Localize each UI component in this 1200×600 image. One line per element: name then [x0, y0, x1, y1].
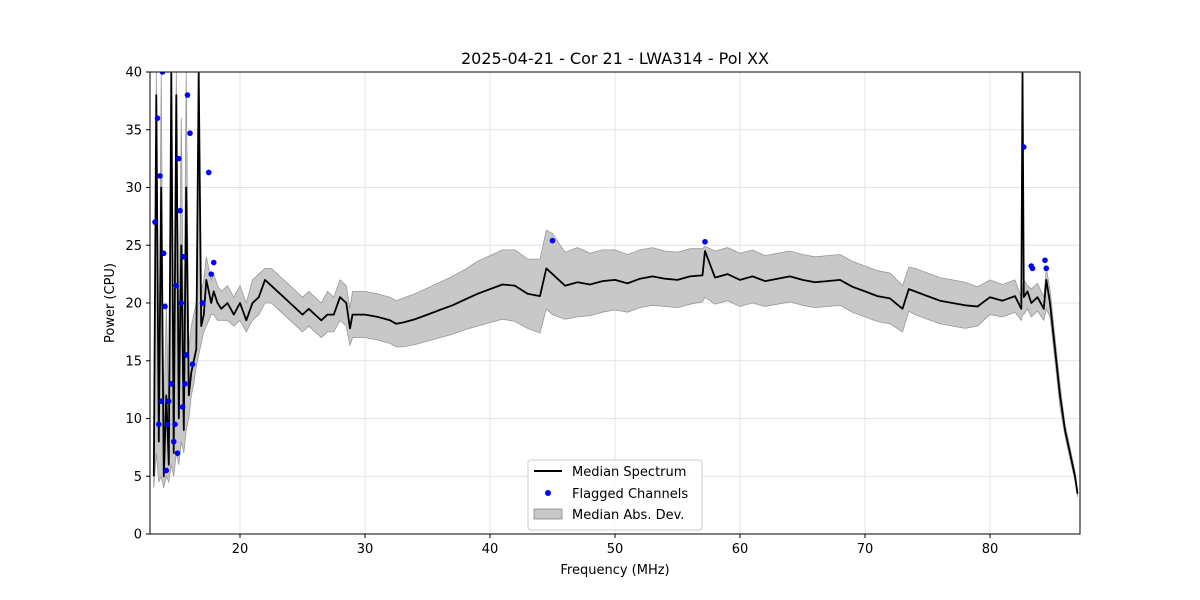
- x-tick-label: 20: [232, 542, 249, 557]
- flagged-point: [155, 421, 162, 428]
- flagged-point: [172, 421, 178, 428]
- y-tick-label: 20: [125, 297, 142, 312]
- flagged-point: [159, 72, 166, 75]
- legend-mad-swatch: [533, 508, 563, 520]
- y-tick-label: 0: [134, 528, 142, 543]
- flagged-point: [179, 404, 186, 410]
- x-tick-label: 60: [732, 542, 749, 557]
- flagged-point: [164, 421, 171, 428]
- y-tick-label: 15: [125, 354, 142, 369]
- x-tick-label: 30: [357, 542, 374, 557]
- flagged-point: [182, 381, 188, 387]
- median-abs-dev-band: [153, 72, 1078, 498]
- flagged-point: [187, 130, 193, 137]
- x-axis-ticks: 20 30 40 50 60 70 80: [232, 534, 999, 557]
- flagged-point: [174, 450, 181, 456]
- flagged-point: [189, 361, 196, 368]
- flagged-point: [210, 259, 217, 266]
- x-tick-label: 40: [482, 542, 499, 557]
- flagged-point: [183, 352, 190, 358]
- flagged-point: [1029, 265, 1036, 272]
- flagged-point: [177, 207, 183, 214]
- flagged-point: [175, 155, 182, 162]
- flagged-point: [173, 282, 180, 289]
- y-axis-ticks: 0 5 10 15 20 25 30 35 40: [125, 66, 150, 543]
- legend-flagged-label: Flagged Channels: [572, 487, 688, 502]
- flagged-point: [158, 398, 165, 404]
- flagged-point: [199, 300, 206, 306]
- flagged-point: [1042, 257, 1048, 264]
- flagged-point: [163, 467, 170, 474]
- flagged-point: [178, 300, 185, 306]
- legend-flagged-swatch: [545, 490, 551, 496]
- flagged-point: [549, 237, 556, 244]
- y-tick-label: 10: [125, 412, 142, 427]
- flagged-point: [165, 398, 172, 404]
- y-tick-label: 25: [125, 239, 142, 254]
- flagged-point: [157, 173, 163, 179]
- flagged-point: [208, 271, 215, 277]
- flagged-point: [162, 303, 168, 310]
- flagged-point: [152, 219, 158, 225]
- y-tick-label: 40: [125, 66, 142, 81]
- flagged-point: [1020, 144, 1027, 150]
- y-tick-label: 30: [125, 181, 142, 196]
- flagged-point: [170, 438, 177, 445]
- median-spectrum-line: [152, 72, 1079, 494]
- legend-box: [527, 459, 703, 531]
- chart-title: 2025-04-21 - Cor 21 - LWA314 - Pol XX: [461, 49, 769, 68]
- flagged-point: [184, 92, 191, 98]
- y-axis-label: Power (CPU): [103, 263, 118, 343]
- y-tick-label: 5: [134, 470, 142, 485]
- x-tick-label: 80: [982, 542, 999, 557]
- flagged-point: [168, 381, 175, 387]
- flagged-point: [180, 253, 187, 260]
- plot-area: [152, 72, 1079, 498]
- flagged-point: [160, 250, 167, 257]
- flagged-channels-points: [152, 72, 1050, 474]
- legend-mad-label: Median Abs. Dev.: [572, 508, 684, 523]
- flagged-point: [1043, 265, 1050, 272]
- flagged-point: [154, 115, 161, 121]
- y-tick-label: 35: [125, 123, 142, 138]
- legend-median-label: Median Spectrum: [572, 465, 686, 480]
- x-tick-label: 50: [607, 542, 624, 557]
- legend: Median Spectrum Flagged Channels Median …: [527, 459, 703, 531]
- flagged-point: [205, 169, 212, 176]
- x-tick-label: 70: [857, 542, 874, 557]
- flagged-point: [702, 238, 708, 245]
- x-axis-label: Frequency (MHz): [560, 563, 669, 578]
